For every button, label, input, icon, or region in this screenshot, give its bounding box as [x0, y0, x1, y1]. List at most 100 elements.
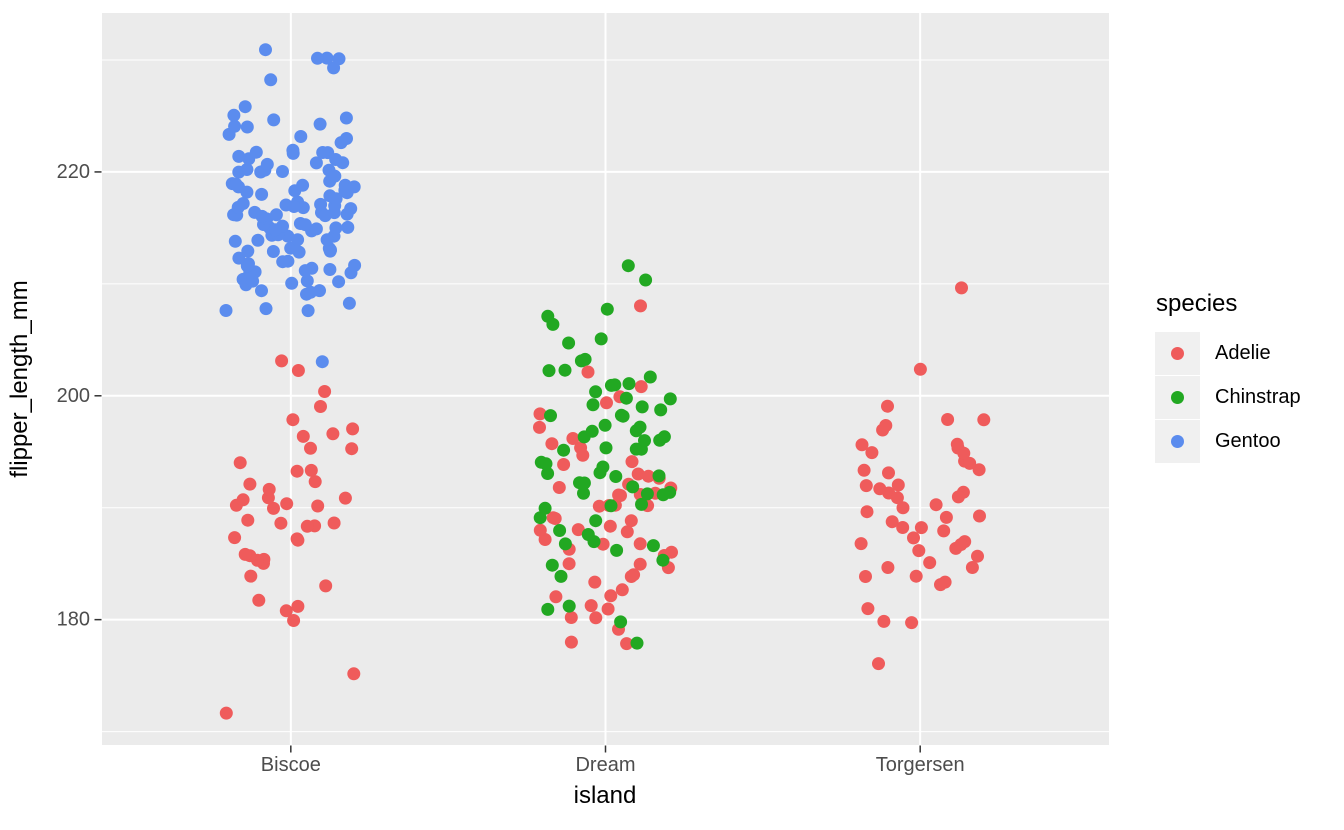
data-point-gentoo [219, 304, 233, 317]
data-point-adelie [631, 467, 645, 481]
data-point-chinstrap [640, 487, 654, 501]
data-point-gentoo [344, 202, 358, 216]
data-point-chinstrap [585, 424, 599, 438]
data-point-adelie [625, 455, 639, 469]
data-point-adelie [549, 590, 563, 604]
data-point-chinstrap [638, 434, 651, 448]
data-point-adelie [564, 611, 578, 624]
data-point-adelie [633, 557, 647, 571]
data-point-chinstrap [604, 378, 618, 392]
data-point-adelie [584, 599, 598, 613]
data-point-chinstrap [558, 363, 572, 377]
y-tick-label-200: 200 [57, 385, 90, 407]
data-point-chinstrap [541, 602, 555, 616]
data-point-adelie [881, 561, 895, 574]
data-point-adelie [854, 537, 868, 551]
data-point-adelie [241, 513, 255, 527]
data-point-adelie [601, 602, 615, 616]
data-point-adelie [955, 281, 968, 295]
data-point-adelie [972, 463, 986, 477]
data-point-adelie [600, 396, 613, 410]
x-tick-label-torgersen: Torgersen [876, 754, 965, 776]
data-point-gentoo [332, 52, 346, 66]
data-point-chinstrap [577, 476, 591, 490]
data-point-gentoo [238, 100, 252, 114]
data-point-adelie [252, 593, 266, 607]
data-point-adelie [304, 463, 318, 477]
data-point-adelie [896, 521, 910, 534]
data-point-gentoo [339, 111, 353, 125]
data-point-gentoo [228, 234, 242, 248]
data-point-adelie [562, 557, 576, 571]
data-point-adelie [872, 657, 885, 671]
data-point-gentoo [320, 51, 334, 65]
data-point-adelie [588, 575, 602, 589]
data-point-chinstrap [598, 418, 612, 432]
data-point-chinstrap [656, 488, 670, 502]
data-point-adelie [533, 420, 546, 434]
data-point-adelie [603, 519, 617, 533]
data-point-gentoo [341, 220, 355, 234]
data-point-adelie [233, 456, 247, 470]
data-point-adelie [937, 524, 951, 538]
data-point-adelie [879, 419, 893, 432]
data-point-adelie [977, 413, 991, 427]
data-point-adelie [287, 614, 301, 627]
data-point-adelie [545, 437, 559, 451]
data-point-chinstrap [626, 480, 640, 494]
data-point-adelie [267, 501, 280, 515]
data-point-adelie [890, 491, 904, 505]
data-point-gentoo [269, 208, 283, 222]
y-tick-label-220: 220 [57, 161, 90, 183]
data-point-adelie [624, 570, 638, 583]
data-point-adelie [347, 667, 361, 681]
legend-key [1155, 376, 1200, 419]
data-point-adelie [604, 589, 618, 603]
data-point-chinstrap [553, 524, 567, 537]
data-point-chinstrap [635, 400, 649, 414]
data-point-adelie [291, 599, 305, 613]
data-point-adelie [634, 380, 648, 394]
data-point-adelie [296, 429, 310, 443]
data-point-gentoo [255, 284, 268, 298]
data-point-adelie [571, 523, 585, 537]
data-point-gentoo [291, 233, 305, 247]
data-point-chinstrap [541, 309, 555, 323]
data-point-gentoo [232, 149, 246, 163]
data-point-adelie [950, 437, 964, 451]
data-point-adelie [326, 427, 340, 441]
data-point-chinstrap [639, 273, 653, 287]
data-point-chinstrap [656, 553, 670, 567]
data-point-adelie [891, 478, 905, 492]
data-point-adelie [304, 441, 317, 455]
data-point-gentoo [304, 285, 318, 299]
data-point-gentoo [287, 200, 301, 213]
legend-dot-gentoo [1171, 435, 1184, 448]
data-point-adelie [228, 531, 242, 545]
legend-key [1155, 420, 1200, 463]
data-point-gentoo [329, 192, 343, 206]
y-tick-label-180: 180 [57, 609, 90, 631]
data-point-gentoo [328, 169, 342, 183]
data-point-adelie [634, 299, 647, 313]
data-point-gentoo [228, 119, 242, 133]
data-point-adelie [279, 604, 293, 618]
data-point-adelie [291, 533, 305, 547]
data-point-chinstrap [630, 636, 644, 650]
data-point-chinstrap [589, 514, 603, 528]
data-point-adelie [615, 583, 629, 597]
data-point-adelie [882, 466, 895, 480]
data-point-gentoo [241, 259, 255, 273]
data-point-adelie [238, 547, 252, 561]
legend: species Adelie Chinstrap Gentoo [1155, 290, 1301, 464]
data-point-adelie [907, 531, 920, 545]
data-point-gentoo [318, 209, 332, 223]
data-point-gentoo [231, 200, 245, 214]
data-point-gentoo [309, 156, 323, 170]
data-point-chinstrap [578, 352, 592, 366]
data-point-gentoo [281, 229, 295, 243]
data-point-adelie [552, 481, 566, 494]
data-point-adelie [860, 505, 874, 519]
